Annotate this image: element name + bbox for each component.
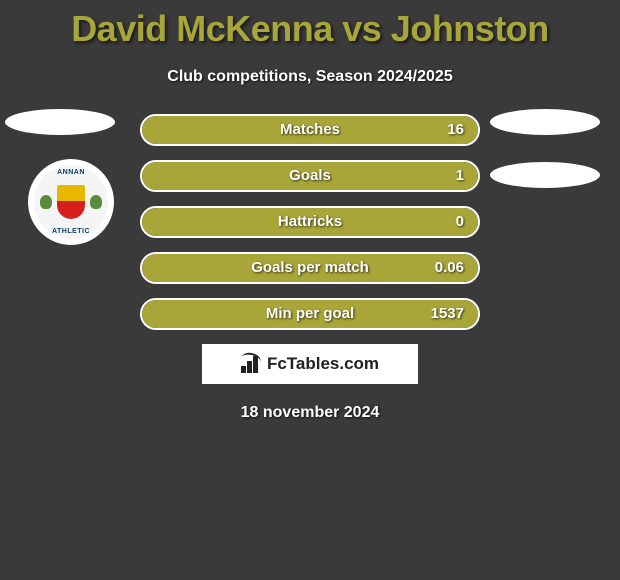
player-right-oval-2 xyxy=(490,162,600,188)
player-right-oval-1 xyxy=(490,109,600,135)
date-text: 18 november 2024 xyxy=(0,404,620,422)
bar-label: Goals xyxy=(142,162,478,190)
badge-text-bottom: ATHLETIC xyxy=(52,228,90,235)
badge-text-top: ANNAN xyxy=(57,169,85,176)
club-badge: ANNAN ATHLETIC xyxy=(28,159,114,245)
page-title: David McKenna vs Johnston xyxy=(0,0,620,50)
bar-label: Matches xyxy=(142,116,478,144)
bar-label: Goals per match xyxy=(142,254,478,282)
thistle-left-icon xyxy=(40,195,52,209)
subtitle: Club competitions, Season 2024/2025 xyxy=(0,68,620,86)
bar-value: 1 xyxy=(456,162,464,190)
bar-value: 0 xyxy=(456,208,464,236)
club-badge-inner: ANNAN ATHLETIC xyxy=(34,165,108,239)
bar-label: Hattricks xyxy=(142,208,478,236)
bar-value: 0.06 xyxy=(435,254,464,282)
fctables-logo: FcTables.com xyxy=(202,344,418,384)
stat-bar-goals: Goals 1 xyxy=(140,160,480,192)
bar-value: 1537 xyxy=(431,300,464,328)
stat-bar-hattricks: Hattricks 0 xyxy=(140,206,480,238)
bar-value: 16 xyxy=(447,116,464,144)
stat-bar-matches: Matches 16 xyxy=(140,114,480,146)
thistle-right-icon xyxy=(90,195,102,209)
comparison-area: ANNAN ATHLETIC Matches 16 Goals 1 Hattri… xyxy=(0,114,620,422)
stat-bar-goals-per-match: Goals per match 0.06 xyxy=(140,252,480,284)
logo-text: FcTables.com xyxy=(267,354,379,374)
bar-label: Min per goal xyxy=(142,300,478,328)
player-left-oval xyxy=(5,109,115,135)
stat-bar-min-per-goal: Min per goal 1537 xyxy=(140,298,480,330)
shield-icon xyxy=(57,185,85,219)
bar-chart-icon xyxy=(241,355,263,373)
stat-bars: Matches 16 Goals 1 Hattricks 0 Goals per… xyxy=(140,114,480,330)
